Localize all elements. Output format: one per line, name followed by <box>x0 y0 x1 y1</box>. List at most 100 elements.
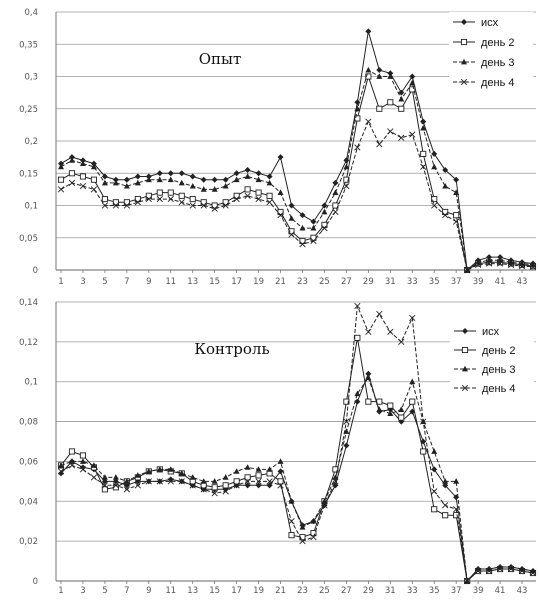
data-point <box>145 173 152 180</box>
data-point <box>288 498 295 504</box>
data-point <box>354 398 361 405</box>
legend-marker <box>461 58 467 65</box>
y-tick-label: 0,14 <box>19 298 38 308</box>
x-tick-label: 3 <box>80 277 85 287</box>
data-point <box>167 189 174 196</box>
y-tick-label: 0,12 <box>19 338 38 348</box>
x-tick-label: 27 <box>341 586 352 596</box>
x-tick-label: 15 <box>209 586 220 596</box>
data-point <box>222 482 229 489</box>
data-point <box>376 73 383 79</box>
x-tick-label: 21 <box>275 586 286 596</box>
data-point <box>376 141 383 148</box>
data-point <box>233 482 240 489</box>
data-point <box>288 518 295 525</box>
y-tick-label: 0,35 <box>19 40 38 50</box>
x-tick-label: 15 <box>209 277 220 287</box>
data-point <box>200 176 207 183</box>
data-point <box>398 134 405 141</box>
legend-label: день 2 <box>482 345 516 357</box>
series-line <box>60 69 534 271</box>
data-point <box>68 448 76 455</box>
legend-marker <box>462 328 468 334</box>
data-point <box>420 418 427 425</box>
series-3 <box>58 66 536 273</box>
data-point <box>222 176 229 183</box>
data-point <box>211 205 218 212</box>
data-point <box>255 176 262 183</box>
x-tick-label: 9 <box>146 586 151 596</box>
data-point <box>332 179 339 186</box>
data-point <box>112 478 119 485</box>
y-tick-label: 0,25 <box>19 105 38 115</box>
data-point <box>178 192 185 199</box>
data-point <box>453 212 460 219</box>
data-point <box>233 195 240 203</box>
data-point <box>145 195 152 203</box>
legend-marker <box>460 78 468 86</box>
data-point <box>431 466 438 473</box>
x-tick-label: 1 <box>58 586 63 596</box>
data-point <box>58 470 64 477</box>
data-point <box>79 466 87 473</box>
data-point <box>299 224 306 231</box>
series-line <box>60 376 534 583</box>
data-point <box>189 173 196 180</box>
data-point <box>211 186 218 192</box>
data-point <box>442 167 449 174</box>
x-tick-label: 5 <box>102 586 107 596</box>
data-point <box>222 202 229 209</box>
data-point <box>134 482 141 489</box>
data-point <box>134 472 141 478</box>
x-tick-label: 37 <box>451 586 462 596</box>
data-point <box>497 257 504 263</box>
data-point <box>431 163 438 170</box>
data-point <box>387 73 394 79</box>
data-point <box>409 314 416 322</box>
data-point <box>145 478 152 485</box>
data-point <box>288 202 295 209</box>
x-tick-label: 21 <box>275 277 286 287</box>
x-tick-label: 19 <box>253 277 264 287</box>
data-point <box>134 199 141 206</box>
data-point <box>57 468 65 475</box>
data-point <box>244 474 251 481</box>
data-point <box>233 170 240 177</box>
data-point <box>266 179 273 186</box>
data-point <box>453 218 460 225</box>
data-point <box>266 173 273 180</box>
data-point <box>233 468 240 474</box>
data-point <box>90 474 98 481</box>
chart-title: Опыт <box>199 50 242 68</box>
data-point <box>464 266 471 274</box>
data-point <box>57 176 65 183</box>
data-point <box>529 263 537 270</box>
x-tick-label: 35 <box>429 586 440 596</box>
data-point <box>167 170 174 177</box>
data-point <box>189 202 196 209</box>
series-1 <box>58 28 536 273</box>
data-point <box>365 28 372 35</box>
data-point <box>145 468 152 474</box>
data-point <box>529 569 537 577</box>
data-point <box>387 402 394 409</box>
data-point <box>112 179 119 186</box>
data-point <box>387 70 394 77</box>
data-point <box>343 163 350 170</box>
data-point <box>200 186 207 192</box>
data-point <box>398 414 405 421</box>
data-point <box>288 532 295 539</box>
x-tick-label: 17 <box>231 277 242 287</box>
data-point <box>156 176 163 183</box>
data-point <box>332 202 339 209</box>
data-point <box>365 118 372 125</box>
data-point <box>112 482 120 489</box>
y-tick-label: 0,08 <box>19 418 38 428</box>
data-point <box>90 160 97 167</box>
data-point <box>496 260 504 267</box>
x-tick-label: 29 <box>363 586 374 596</box>
legend-label: день 3 <box>482 364 516 376</box>
data-point <box>178 170 185 177</box>
data-point <box>79 464 86 471</box>
